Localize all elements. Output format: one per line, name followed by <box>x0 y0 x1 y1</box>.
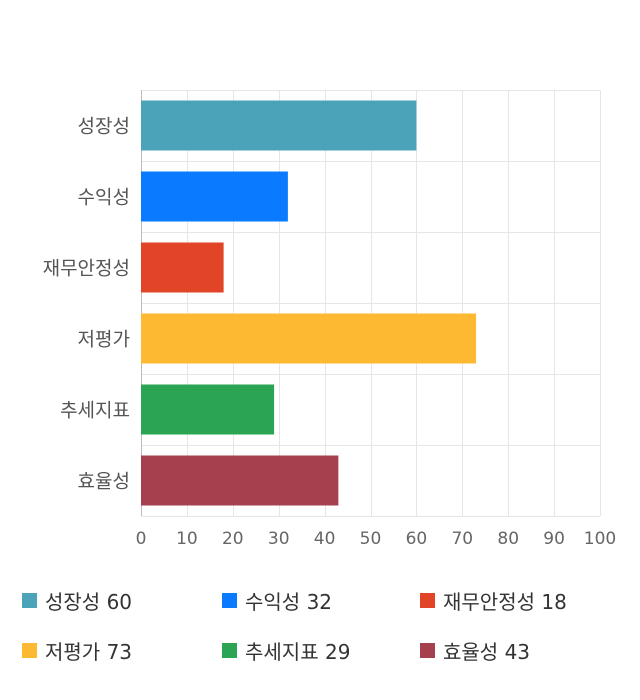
legend-swatch <box>222 642 237 658</box>
category-label: 성장성 <box>78 116 130 138</box>
bar <box>141 171 288 222</box>
legend-swatch <box>22 642 37 658</box>
chart-bars <box>141 100 477 506</box>
x-tick-label: 20 <box>222 529 244 549</box>
category-label: 수익성 <box>78 187 130 209</box>
chart-grid <box>141 90 601 517</box>
category-label: 저평가 <box>78 329 130 351</box>
x-tick-label: 90 <box>543 529 565 549</box>
bar <box>141 313 477 364</box>
x-axis-ticks: 0 10 20 30 40 50 60 70 80 90 100 <box>136 529 617 549</box>
x-tick-label: 50 <box>360 529 382 549</box>
x-tick-label: 80 <box>497 529 519 549</box>
x-tick-label: 10 <box>176 529 198 549</box>
bar <box>141 242 224 293</box>
legend-item: 추세지표 29 <box>222 635 350 665</box>
category-label: 추세지표 <box>60 400 130 422</box>
x-tick-label: 100 <box>584 529 616 549</box>
legend-swatch <box>420 642 435 658</box>
x-tick-label: 60 <box>406 529 428 549</box>
chart-legend: 성장성 60 수익성 32 재무안정성 18 저평가 73 추세지표 29 효율… <box>0 575 640 685</box>
legend-item: 재무안정성 18 <box>420 585 567 615</box>
bar <box>141 384 275 435</box>
legend-item: 수익성 32 <box>222 585 332 615</box>
bar <box>141 455 339 506</box>
x-tick-label: 70 <box>451 529 473 549</box>
legend-label: 성장성 60 <box>45 589 133 614</box>
x-tick-label: 40 <box>314 529 336 549</box>
category-label: 효율성 <box>78 471 130 493</box>
legend-swatch <box>22 592 37 608</box>
x-tick-label: 30 <box>268 529 290 549</box>
category-label: 재무안정성 <box>43 258 130 280</box>
legend-label: 수익성 32 <box>245 589 333 614</box>
legend-label: 효율성 43 <box>443 639 531 664</box>
legend-label: 재무안정성 18 <box>443 589 567 614</box>
legend-swatch <box>420 592 435 608</box>
legend-label: 저평가 73 <box>45 639 133 664</box>
x-tick-label: 0 <box>136 529 147 549</box>
bar <box>141 100 417 151</box>
legend-item: 성장성 60 <box>22 585 132 615</box>
legend-swatch <box>222 592 237 608</box>
legend-label: 추세지표 29 <box>245 639 351 664</box>
legend-item: 효율성 43 <box>420 635 530 665</box>
legend-item: 저평가 73 <box>22 635 132 665</box>
